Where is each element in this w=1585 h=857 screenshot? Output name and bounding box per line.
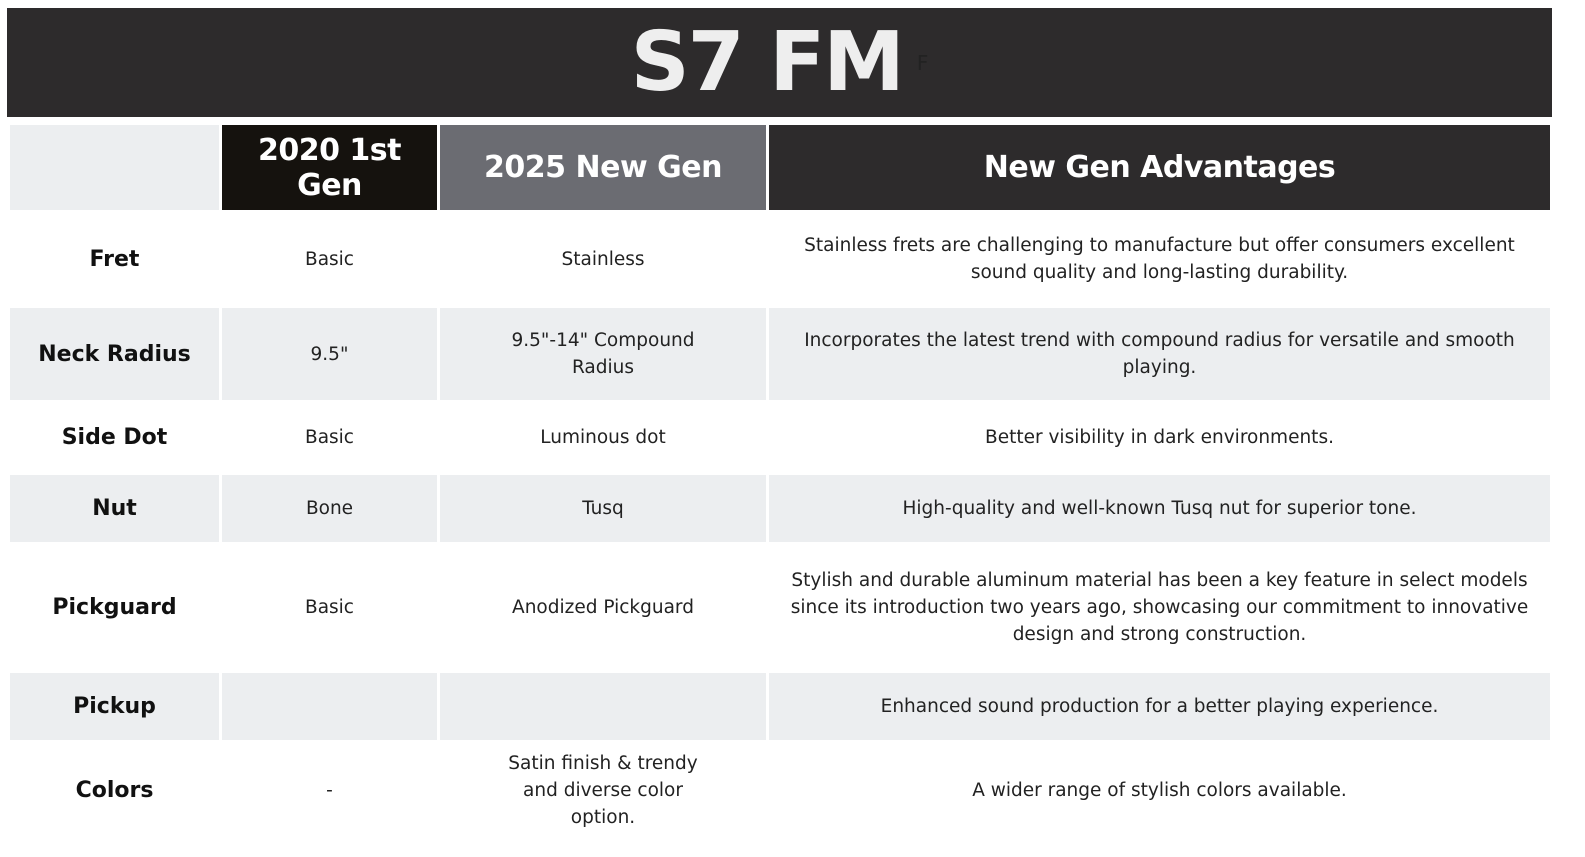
gen2025-cell: Tusq (440, 475, 766, 542)
table-row: Pickup Enhanced sound production for a be… (10, 673, 1550, 740)
stray-glyph: F (916, 50, 929, 75)
title-text: S7 FM (630, 14, 905, 110)
feature-cell: Colors (75, 778, 154, 803)
header-new-gen-advantages: New Gen Advantages (769, 125, 1550, 210)
feature-cell: Fret (89, 246, 140, 272)
table-row: Side Dot Basic Luminous dot Better visibili… (10, 403, 1550, 472)
table-row: Pickguard Basic Anodized Pickguard Stylish … (10, 545, 1550, 670)
gen2025-cell: Anodized Pickguard (512, 597, 694, 618)
feature-cell: Neck Radius (10, 308, 219, 400)
feature-cell: Nut (10, 475, 219, 542)
gen2025-cell: 9.5"-14" Compound Radius (440, 308, 766, 400)
gen2025-cell: Luminous dot (540, 427, 666, 448)
feature-cell: Side Dot (61, 425, 168, 450)
header-row: 2020 1st Gen 2025 New Gen New Gen Advant… (10, 125, 1550, 210)
gen2020-cell: Basic (305, 248, 354, 270)
comparison-table: 2020 1st Gen 2025 New Gen New Gen Advant… (7, 122, 1553, 841)
title-bar: S7 FM F (7, 8, 1552, 117)
gen2020-cell: 9.5" (222, 308, 437, 400)
header-blank (10, 125, 219, 210)
gen2025-cell (440, 673, 766, 740)
table-row: Colors - Satin finish & trendy and diverse… (10, 743, 1550, 838)
gen2020-cell: - (326, 780, 333, 801)
feature-cell: Pickup (10, 673, 219, 740)
header-2025-new-gen: 2025 New Gen (440, 125, 766, 210)
advantage-cell: Stainless frets are challenging to manuf… (804, 235, 1515, 283)
advantage-cell: Incorporates the latest trend with compo… (769, 308, 1550, 400)
feature-cell: Pickguard (52, 595, 177, 620)
gen2020-cell: Bone (222, 475, 437, 542)
gen2020-cell (222, 673, 437, 740)
advantage-cell: Stylish and durable aluminum material ha… (790, 570, 1529, 645)
advantage-cell: Enhanced sound production for a better p… (769, 673, 1550, 740)
gen2025-cell: Stainless (561, 248, 645, 270)
table-row: Nut Bone Tusq High-quality and well-known T… (10, 475, 1550, 542)
advantage-cell: A wider range of stylish colors availabl… (972, 780, 1347, 801)
gen2020-cell: Basic (305, 427, 354, 448)
page-title: S7 FM F (630, 14, 929, 110)
table-row: Fret Basic Stainless Stainless frets are ch… (10, 213, 1550, 305)
gen2025-cell: Satin finish & trendy and diverse color … (508, 753, 698, 828)
table-row: Neck Radius 9.5" 9.5"-14" Compound Radius I… (10, 308, 1550, 400)
gen2020-cell: Basic (305, 597, 354, 618)
advantage-cell: High-quality and well-known Tusq nut for… (769, 475, 1550, 542)
header-2020-1st-gen: 2020 1st Gen (222, 125, 437, 210)
advantage-cell: Better visibility in dark environments. (985, 427, 1334, 448)
